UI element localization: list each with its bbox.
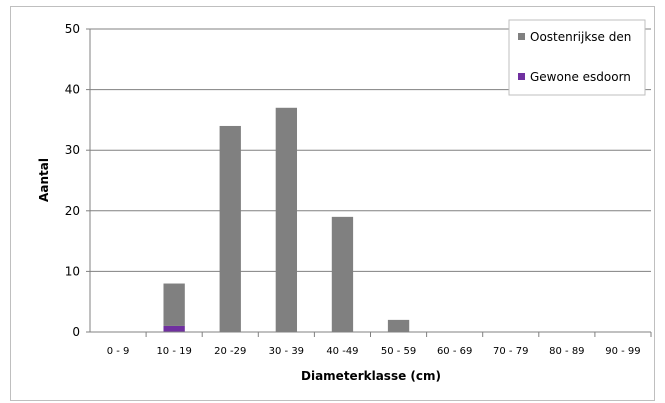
bar-oostenrijkse-den <box>331 216 354 332</box>
y-tick-label: 20 <box>65 204 80 218</box>
y-tick-label: 40 <box>65 83 80 97</box>
y-tick-labels: 0 10 20 30 40 50 <box>65 22 90 339</box>
bar-oostenrijkse-den <box>387 319 410 332</box>
bar-gewone-esdoorn <box>163 325 185 332</box>
legend-swatch-oostenrijkse-den <box>518 33 525 40</box>
y-axis-title: Aantal <box>37 158 51 202</box>
legend-label-oostenrijkse-den: Oostenrijkse den <box>530 30 631 44</box>
bar-oostenrijkse-den <box>219 125 241 333</box>
x-axis-title: Diameterklasse (cm) <box>301 369 441 383</box>
bar-oostenrijkse-den <box>163 283 185 326</box>
bar-oostenrijkse-den <box>275 107 298 332</box>
legend-swatch-gewone-esdoorn <box>518 73 525 80</box>
x-tick-label: 20 -29 <box>214 346 246 357</box>
y-tick-label: 10 <box>65 264 80 278</box>
x-tick-label: 0 - 9 <box>107 346 130 357</box>
y-tick-label: 50 <box>65 22 80 36</box>
bars <box>163 107 410 333</box>
x-tick-label: 60 - 69 <box>437 346 472 357</box>
legend-label-gewone-esdoorn: Gewone esdoorn <box>530 70 631 84</box>
x-tick-label: 90 - 99 <box>605 346 640 357</box>
x-tick-label: 40 -49 <box>326 346 358 357</box>
x-tick-label: 30 - 39 <box>269 346 304 357</box>
x-tick-labels: 0 - 9 10 - 19 20 -29 30 - 39 40 -49 50 - 59 60… <box>107 332 652 357</box>
y-tick-label: 30 <box>65 143 80 157</box>
y-tick-label: 0 <box>72 325 80 339</box>
x-tick-label: 50 - 59 <box>381 346 416 357</box>
x-tick-label: 70 - 79 <box>493 346 528 357</box>
legend: Oostenrijkse den Gewone esdoorn <box>508 19 646 96</box>
x-tick-label: 80 - 89 <box>549 346 584 357</box>
legend-box <box>508 19 646 96</box>
x-tick-label: 10 - 19 <box>156 346 191 357</box>
